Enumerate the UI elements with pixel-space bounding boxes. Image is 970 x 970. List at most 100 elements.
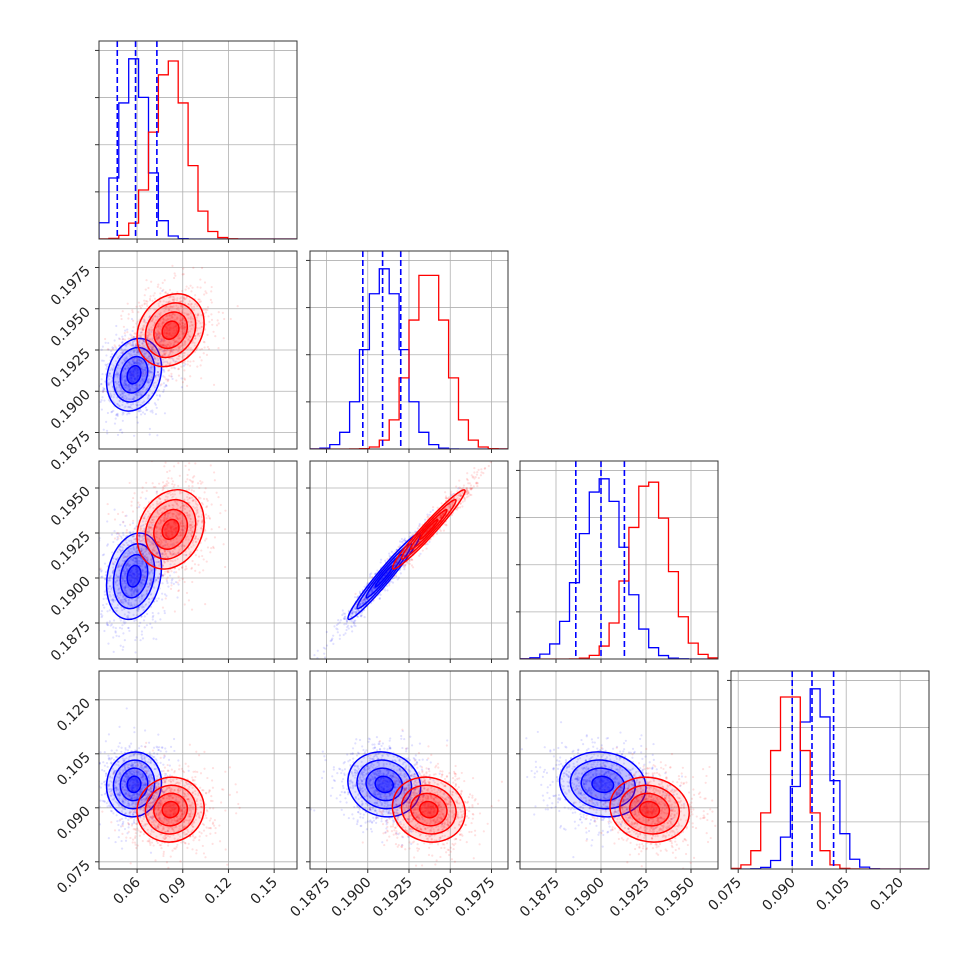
scatter-point — [116, 402, 119, 406]
scatter-point — [164, 351, 167, 355]
scatter-point — [183, 328, 187, 331]
scatter-point — [166, 560, 169, 563]
scatter-point — [154, 332, 157, 335]
scatter-point — [188, 524, 191, 527]
scatter-point — [135, 571, 138, 574]
scatter-point — [121, 361, 124, 364]
scatter-point — [156, 540, 159, 544]
scatter-point — [122, 350, 125, 353]
scatter-point — [108, 590, 111, 594]
scatter-point — [163, 349, 166, 352]
scatter-point — [345, 619, 349, 622]
scatter-point — [121, 362, 124, 365]
scatter-point — [373, 587, 376, 590]
scatter-point — [179, 521, 182, 524]
scatter-point — [96, 377, 98, 379]
scatter-point — [165, 535, 169, 538]
scatter-point — [180, 299, 183, 303]
scatter-point — [163, 319, 166, 322]
scatter-point — [186, 313, 189, 317]
scatter-point — [177, 337, 180, 340]
scatter-point — [124, 383, 128, 386]
scatter-point — [115, 558, 118, 561]
scatter-point — [191, 580, 194, 584]
scatter-point — [196, 508, 199, 511]
scatter-point — [157, 336, 161, 339]
scatter-point — [198, 555, 201, 558]
scatter-point — [131, 571, 134, 575]
scatter-point — [180, 528, 183, 532]
scatter-point — [130, 372, 134, 375]
scatter-point — [172, 504, 175, 507]
scatter-point — [150, 570, 153, 573]
scatter-point — [138, 340, 141, 343]
scatter-point — [357, 609, 360, 612]
scatter-point — [165, 384, 168, 387]
scatter-point — [132, 545, 135, 549]
scatter-point — [142, 349, 145, 352]
scatter-point — [112, 563, 115, 566]
scatter-point — [136, 589, 139, 592]
scatter-point — [178, 333, 181, 336]
scatter-point — [144, 566, 147, 569]
scatter-point — [180, 525, 184, 528]
scatter-point — [152, 507, 155, 510]
scatter-point — [110, 603, 113, 606]
scatter-point — [167, 300, 171, 303]
scatter-point — [124, 462, 126, 464]
scatter-point — [140, 334, 143, 337]
scatter-point — [159, 313, 162, 316]
scatter-point — [130, 500, 133, 503]
scatter-point — [131, 407, 134, 410]
scatter-point — [192, 505, 195, 508]
scatter-point — [157, 332, 160, 335]
scatter-point — [148, 571, 151, 574]
scatter-point — [165, 523, 168, 527]
scatter-point — [107, 642, 110, 645]
scatter-point — [131, 374, 134, 377]
scatter-point — [372, 588, 375, 592]
scatter-point — [120, 391, 124, 394]
scatter-point — [112, 650, 115, 653]
scatter-point — [117, 564, 120, 567]
scatter-point — [141, 343, 144, 346]
scatter-point — [121, 579, 125, 582]
scatter-point — [127, 601, 130, 604]
scatter-point — [196, 510, 199, 513]
scatter-point — [128, 388, 131, 391]
scatter-point — [165, 335, 168, 339]
scatter-point — [163, 360, 167, 363]
scatter-point — [168, 344, 171, 347]
scatter-point — [163, 507, 166, 510]
scatter-point — [96, 545, 98, 547]
panel-1-1 — [306, 250, 509, 453]
scatter-point — [148, 529, 151, 533]
scatter-point — [163, 412, 167, 415]
scatter-point — [147, 597, 150, 601]
scatter-point — [353, 607, 356, 611]
scatter-point — [102, 389, 105, 392]
scatter-point — [104, 380, 107, 383]
scatter-point — [197, 515, 200, 518]
scatter-point — [164, 314, 168, 317]
scatter-point — [124, 570, 127, 574]
scatter-point — [165, 332, 169, 335]
scatter-point — [173, 325, 176, 328]
scatter-point — [159, 500, 162, 504]
scatter-point — [154, 531, 157, 534]
scatter-point — [134, 651, 137, 654]
scatter-point — [128, 371, 131, 374]
scatter-point — [143, 550, 147, 553]
scatter-point — [204, 308, 207, 311]
scatter-point — [141, 559, 144, 562]
scatter-point — [111, 598, 114, 602]
scatter-point — [175, 347, 178, 351]
scatter-point — [210, 547, 213, 550]
scatter-point — [173, 493, 176, 496]
scatter-point — [137, 573, 140, 577]
scatter-point — [120, 341, 124, 345]
scatter-point — [176, 357, 179, 360]
scatter-point — [408, 535, 411, 538]
scatter-point — [173, 544, 176, 547]
scatter-point — [148, 531, 151, 534]
